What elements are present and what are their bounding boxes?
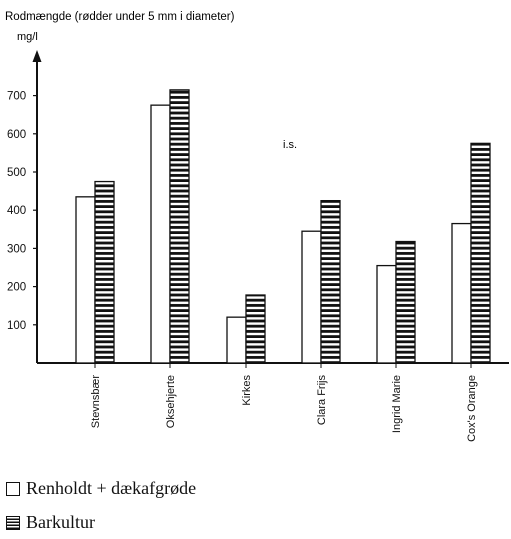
category-label: Kirkes: [241, 375, 253, 406]
hatched-swatch-icon: [6, 515, 20, 530]
bar-open: [376, 264, 397, 364]
bar-open: [226, 316, 247, 364]
bar-hatched: [169, 89, 190, 364]
significance-annotation: i.s.: [283, 139, 297, 151]
y-tick-label: 700: [7, 91, 26, 103]
bar-open: [301, 230, 322, 364]
bar-hatched: [470, 142, 491, 364]
bar-open: [150, 104, 171, 364]
y-tick-label: 500: [7, 167, 26, 179]
legend-label-hatched: Barkultur: [26, 512, 95, 532]
y-tick-label: 600: [7, 129, 26, 141]
y-tick-label: 300: [7, 243, 26, 255]
y-unit-label: mg/l: [17, 31, 38, 43]
category-label: Oksehjerte: [165, 375, 177, 428]
y-tick-label: 100: [7, 320, 26, 332]
bar-hatched: [94, 180, 115, 364]
y-tick-label: 200: [7, 282, 26, 294]
legend-item-open: Renholdt + dækafgrøde: [6, 478, 196, 499]
category-label: Clara Frijs: [316, 375, 328, 426]
bar-open: [75, 196, 96, 364]
category-label: Stevnsbær: [90, 375, 102, 429]
open-swatch-icon: [6, 481, 20, 496]
category-label: Cox's Orange: [466, 375, 478, 442]
category-label: Ingrid Marie: [391, 375, 403, 433]
y-axis-arrow-icon: [32, 50, 42, 62]
legend-item-hatched: Barkultur: [6, 512, 95, 533]
bar-hatched: [320, 199, 341, 364]
y-tick-label: 400: [7, 205, 26, 217]
chart-title: Rodmængde (rødder under 5 mm i diameter): [5, 11, 235, 23]
bar-chart: Rodmængde (rødder under 5 mm i diameter)…: [5, 11, 509, 442]
bar-open: [451, 222, 472, 364]
bar-hatched: [245, 294, 266, 364]
legend-label-open: Renholdt + dækafgrøde: [26, 478, 197, 498]
bar-hatched: [395, 240, 416, 364]
